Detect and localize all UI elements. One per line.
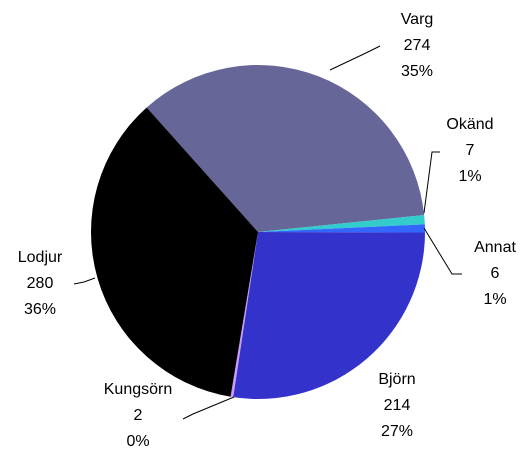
pie [91,64,425,400]
pie-slice [230,232,258,398]
pie-slice [258,215,425,232]
leader-line [423,151,440,214]
leader-line [423,227,462,275]
pie-slice [233,232,425,400]
slice-percent: 1% [458,168,481,185]
slice-value: 280 [27,275,54,292]
slice-label: Varg [401,11,434,28]
slice-percent: 0% [126,433,149,450]
leader-line [182,396,235,420]
pie-slice [258,224,425,233]
slice-label: Okänd [446,116,493,133]
slice-value: 6 [491,265,500,282]
slice-value: 2 [134,407,143,424]
slice-percent: 35% [401,63,433,80]
leader-line [73,277,96,285]
leader-lines [73,45,462,420]
slice-percent: 36% [24,301,56,318]
leader-line [329,45,381,71]
slice-percent: 27% [381,423,413,440]
pie-slice [146,64,425,232]
slice-percent: 1% [483,291,506,308]
pie-slice [91,107,258,397]
slice-label: Kungsörn [104,381,173,398]
slice-value: 274 [404,37,431,54]
slice-value: 7 [466,142,475,159]
slice-label: Björn [378,371,415,388]
slice-value: 214 [384,397,411,414]
slice-label: Annat [474,239,516,256]
slice-label: Lodjur [18,249,63,266]
